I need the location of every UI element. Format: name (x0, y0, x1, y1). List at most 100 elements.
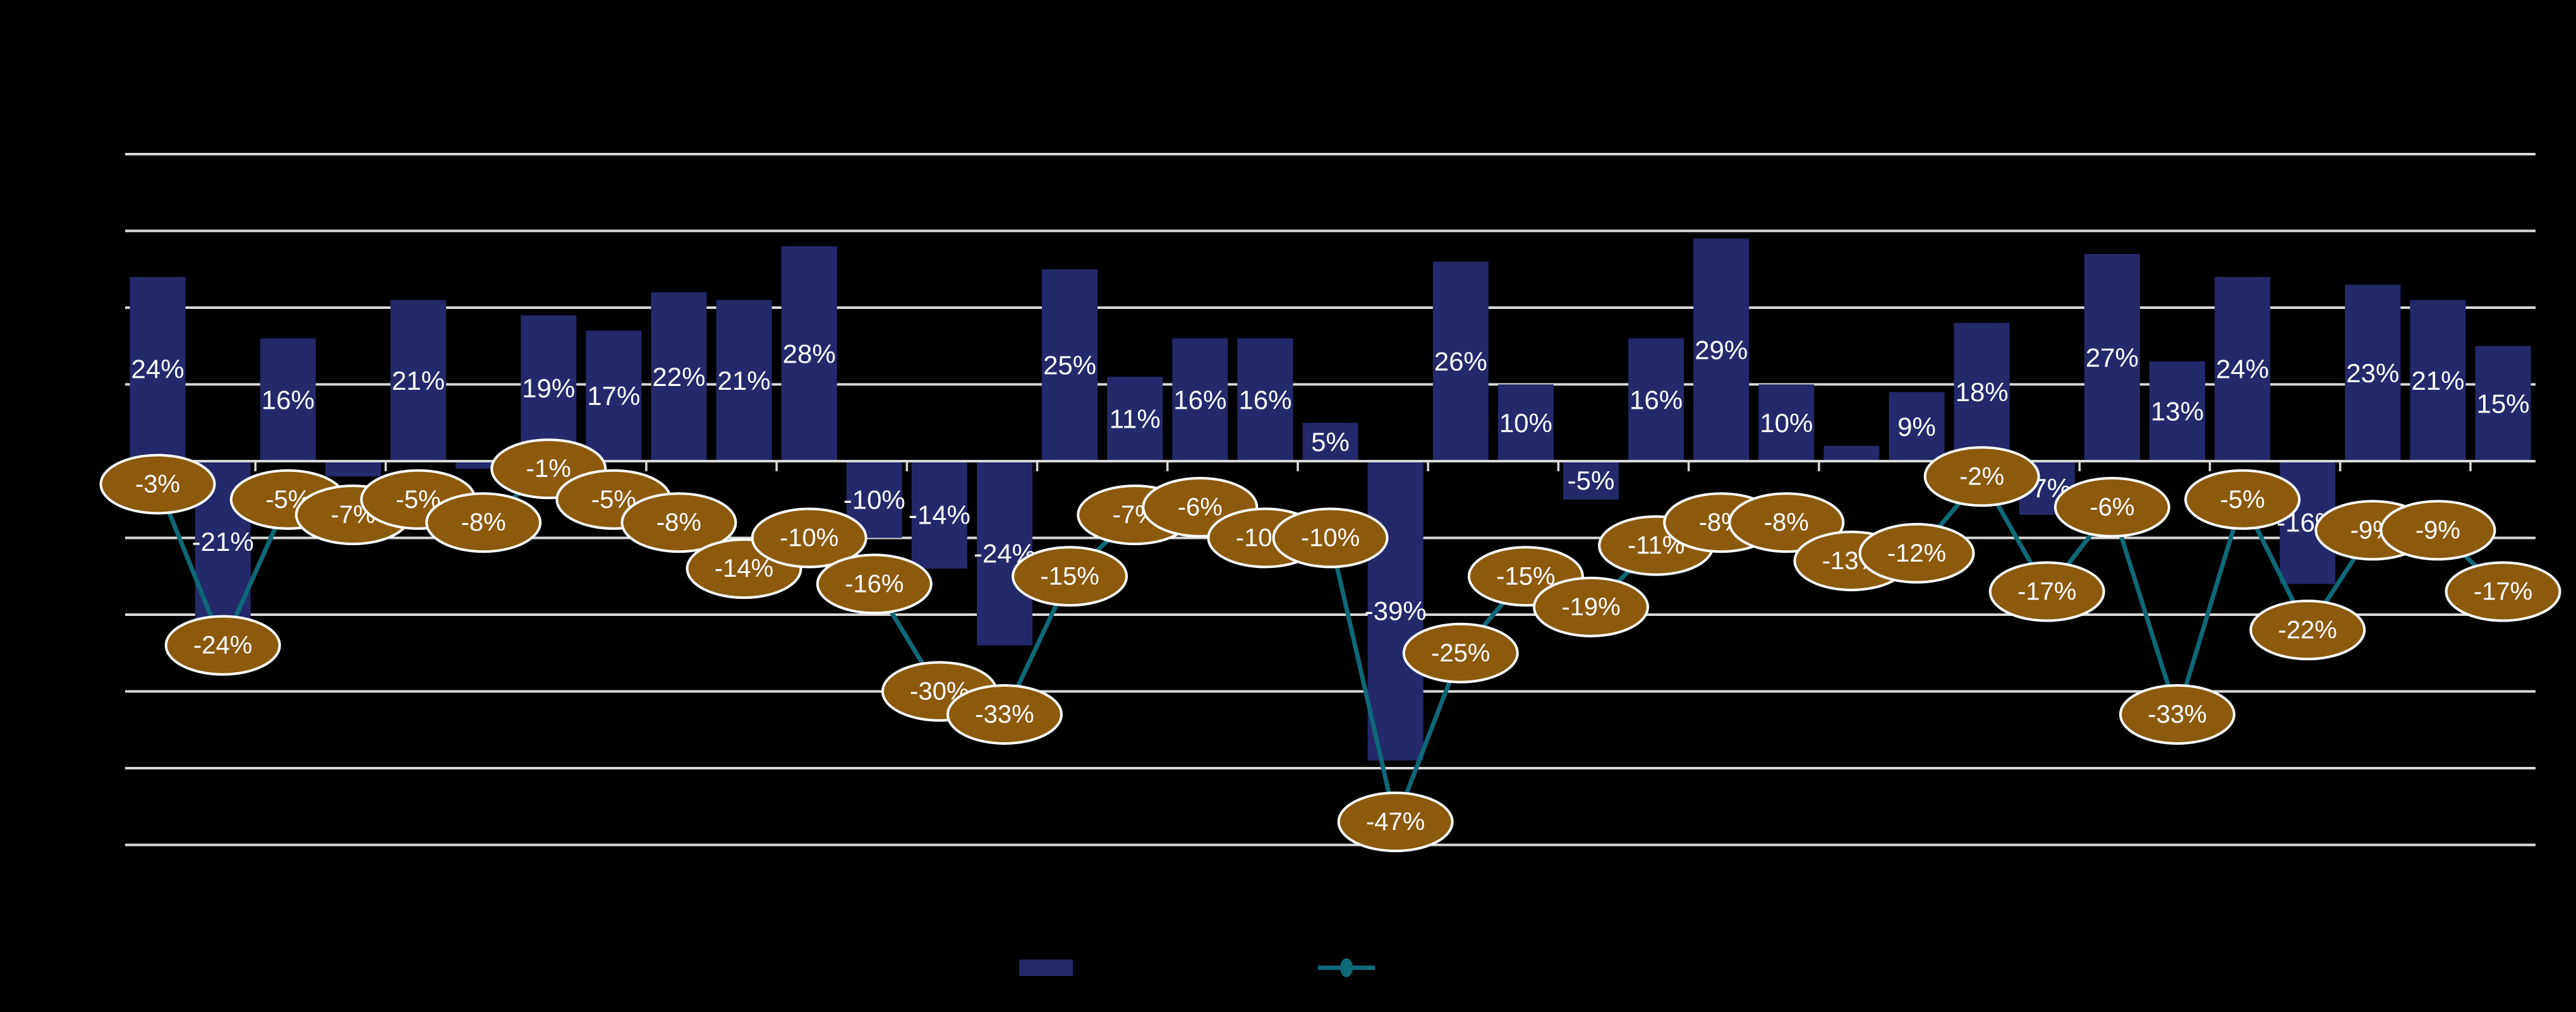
point-bubble-label: -33% (975, 701, 1034, 728)
point-bubble-label: -5% (2220, 486, 2265, 514)
bar-label: 23% (2346, 358, 2399, 388)
bar (716, 299, 772, 461)
bar-label: -39% (1365, 596, 1427, 625)
point-bubble-label: -33% (2148, 701, 2206, 728)
bar-label: 16% (1173, 385, 1226, 414)
legend-line-dot (1340, 958, 1353, 977)
point-bubble-label: -19% (1561, 593, 1620, 621)
point-bubble (1337, 792, 1454, 853)
bar (2215, 277, 2271, 461)
bar-label: 9% (1897, 412, 1936, 442)
bar-label: 17% (587, 381, 640, 411)
point-bubble (620, 492, 737, 553)
bar-label: 21% (2411, 366, 2464, 395)
point-bubble-label: -8% (656, 509, 701, 536)
point-bubble (1272, 507, 1389, 569)
point-bubble (2445, 561, 2561, 622)
point-bubble-label: -14% (715, 555, 773, 582)
point-bubble-label: -16% (845, 570, 904, 598)
bar (586, 330, 642, 461)
bar-label: 10% (1760, 408, 1813, 438)
bar-series (130, 238, 2531, 761)
bar (1497, 384, 1554, 461)
point-bubble-label: -17% (2474, 578, 2532, 606)
point-bubbles: -3%-24%-5%-7%-5%-8%-1%-5%-8%-14%-10%-16%… (99, 438, 2561, 853)
point-bubble (816, 553, 933, 615)
point-bubble (946, 684, 1063, 745)
bar (1302, 423, 1358, 461)
bar-label: 16% (1630, 385, 1683, 414)
point-bubble-label: -25% (1431, 639, 1490, 667)
bar (1889, 392, 1945, 461)
point-bubble-label: -15% (1496, 562, 1555, 590)
bar (1042, 269, 1098, 461)
bar (325, 461, 381, 477)
bar-label: 16% (262, 385, 315, 414)
point-bubble (2249, 599, 2366, 661)
point-bubble (2053, 476, 2170, 538)
bar (1693, 238, 1750, 461)
bar (390, 299, 446, 461)
bar-label: 18% (1956, 377, 2009, 407)
bar (651, 292, 707, 461)
point-bubble-label: -8% (1764, 509, 1809, 536)
point-bubble (99, 454, 216, 515)
bar-label: 22% (652, 362, 705, 392)
bar-label: -14% (909, 500, 971, 530)
bar (2345, 284, 2401, 461)
point-bubble-label: -6% (2089, 493, 2134, 521)
bar-label: 15% (2476, 389, 2529, 418)
bar (1107, 376, 1163, 461)
bar-label: 28% (783, 339, 836, 368)
bar-label: -10% (844, 485, 905, 514)
point-bubble-label: -9% (2416, 516, 2460, 544)
bar (521, 315, 577, 461)
point-bubble-label: -17% (2017, 578, 2076, 606)
point-bubble (1923, 446, 2040, 507)
bar-label: 21% (392, 366, 445, 395)
bar-label: 29% (1695, 335, 1748, 364)
point-bubble-label: -2% (1959, 462, 2004, 490)
point-bubble-label: -1% (526, 455, 571, 483)
bar-label: 27% (2086, 342, 2139, 372)
bar (1172, 338, 1228, 461)
point-bubble-label: -6% (1178, 493, 1223, 521)
point-bubble (2379, 500, 2496, 561)
bar-label: 13% (2151, 397, 2204, 426)
point-bubble-label: -3% (135, 470, 180, 498)
bar (2475, 346, 2531, 461)
bar (2410, 299, 2466, 461)
bar-label: 10% (1499, 408, 1552, 438)
point-bubble (1012, 546, 1128, 607)
bar-label: -21% (192, 527, 254, 557)
point-bubble (1858, 522, 1975, 584)
bar-label: 19% (522, 373, 575, 403)
bar (1628, 338, 1684, 461)
bar-label: 11% (1110, 404, 1161, 434)
bar (2084, 253, 2140, 461)
bar-label: 21% (718, 366, 771, 395)
point-bubble-label: -8% (461, 509, 506, 536)
point-bubble (1402, 622, 1519, 684)
bar (976, 461, 1032, 646)
bar (2149, 361, 2205, 461)
bar-label: -5% (1568, 466, 1615, 495)
point-bubble (1988, 561, 2105, 622)
point-bubble (2119, 684, 2235, 745)
bar (1954, 323, 2010, 461)
bar (1563, 461, 1619, 500)
point-bubble (164, 615, 281, 676)
bar (781, 246, 837, 461)
bar (911, 461, 967, 569)
bar (260, 338, 316, 461)
bar (1432, 262, 1489, 461)
bar (1237, 338, 1293, 461)
point-bubble-label: -24% (193, 632, 252, 660)
bar (1823, 445, 1880, 461)
point-bubble (2184, 469, 2301, 530)
point-bubble-label: -10% (780, 524, 838, 552)
point-bubble (425, 492, 542, 553)
bar-label: 24% (131, 354, 184, 384)
